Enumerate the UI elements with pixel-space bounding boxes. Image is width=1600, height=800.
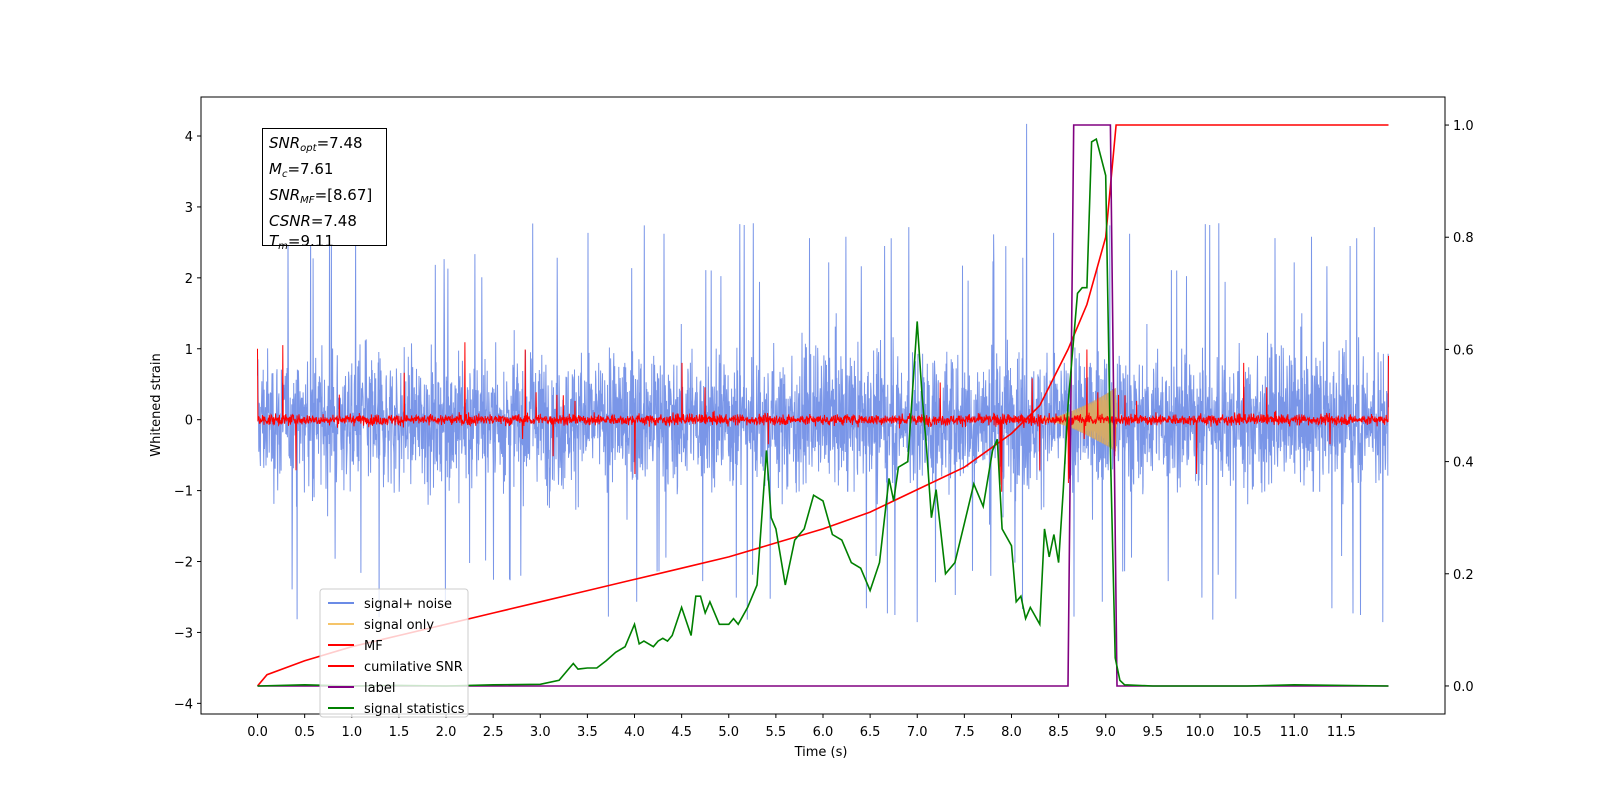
tm-subscript: m <box>278 241 288 252</box>
x-tick-label: 5.5 <box>766 725 787 740</box>
snr-mf-subscript: MF <box>300 195 315 206</box>
snr-opt-line: SNRopt=7.48 <box>269 133 380 159</box>
tm-line: Tm=9.11 <box>269 231 380 257</box>
y2-tick-label: 0.4 <box>1453 456 1474 471</box>
mc-subscript: c <box>281 169 288 180</box>
y-tick-label: 1 <box>185 343 193 358</box>
y-tick-label: 0 <box>185 414 193 429</box>
x-tick-label: 5.0 <box>718 725 739 740</box>
y2-tick-label: 1.0 <box>1453 119 1474 134</box>
x-tick-label: 11.5 <box>1327 725 1356 740</box>
x-tick-label: 10.0 <box>1185 725 1214 740</box>
x-tick-label: 7.5 <box>954 725 975 740</box>
x-tick-label: 6.0 <box>813 725 834 740</box>
legend-entry: cumilative SNR <box>364 660 463 675</box>
x-tick-label: 1.5 <box>389 725 410 740</box>
x-tick-label: 4.0 <box>624 725 645 740</box>
y-tick-label: 4 <box>185 130 193 145</box>
x-tick-label: 1.0 <box>341 725 362 740</box>
y2-tick-label: 0.2 <box>1453 568 1474 583</box>
snr-mf-value: =[8.67] <box>314 186 373 204</box>
x-tick-label: 0.5 <box>294 725 315 740</box>
x-tick-label: 6.5 <box>860 725 881 740</box>
snr-mf-line: SNRMF=[8.67] <box>269 185 380 211</box>
series-layer <box>256 123 1389 687</box>
legend-entry: signal statistics <box>364 702 465 717</box>
y-tick-label: −1 <box>174 485 193 500</box>
snr-mf-symbol: SNR <box>269 186 301 204</box>
y-tick-label: −2 <box>174 556 193 571</box>
y-axis-right: 1.0 0.8 0.6 0.4 0.2 0.0 <box>1445 119 1474 695</box>
y-tick-label: −3 <box>174 626 193 641</box>
y-tick-label: 2 <box>185 272 193 287</box>
x-tick-label: 9.5 <box>1143 725 1164 740</box>
legend-entry: signal+ noise <box>364 597 452 612</box>
legend-entry: MF <box>364 639 383 654</box>
x-tick-label: 11.0 <box>1280 725 1309 740</box>
series-line <box>257 123 1389 623</box>
tm-value: =9.11 <box>287 232 334 250</box>
legend: signal+ noise signal only MF cumilative SNR… <box>319 588 469 718</box>
x-tick-label: 2.5 <box>483 725 504 740</box>
snr-opt-symbol: SNR <box>269 134 301 152</box>
legend-frame <box>319 588 469 718</box>
x-tick-label: 7.0 <box>907 725 928 740</box>
csnr-symbol: CSNR <box>269 212 311 230</box>
x-tick-label: 8.5 <box>1048 725 1069 740</box>
x-tick-label: 9.0 <box>1095 725 1116 740</box>
x-tick-label: 8.0 <box>1001 725 1022 740</box>
series-line <box>257 137 1389 687</box>
x-tick-label: 10.5 <box>1233 725 1262 740</box>
legend-entry: label <box>364 681 395 696</box>
mc-symbol: M <box>269 160 282 178</box>
statistics-annotation-box: SNRopt=7.48 Mc=7.61 SNRMF=[8.67] CSNR=7.… <box>262 128 387 252</box>
x-tick-label: 2.0 <box>436 725 457 740</box>
series-line <box>257 342 1389 492</box>
y-axis-label: Whitened strain <box>149 353 164 456</box>
mc-value: =7.61 <box>287 160 334 178</box>
snr-opt-subscript: opt <box>300 143 317 154</box>
csnr-line: CSNR=7.48 <box>269 211 380 231</box>
y-axis-left: 4 3 2 1 0 −1 −2 −3 −4 <box>174 130 201 712</box>
y-tick-label: 3 <box>185 201 193 216</box>
y-tick-label: −4 <box>174 697 193 712</box>
x-tick-label: 0.0 <box>247 725 268 740</box>
x-tick-label: 3.0 <box>530 725 551 740</box>
csnr-value: =7.48 <box>310 212 357 230</box>
y2-tick-label: 0.0 <box>1453 680 1474 695</box>
y2-tick-label: 0.8 <box>1453 231 1474 246</box>
x-tick-label: 3.5 <box>577 725 598 740</box>
mc-line: Mc=7.61 <box>269 159 380 185</box>
y2-tick-label: 0.6 <box>1453 343 1474 358</box>
x-tick-label: 4.5 <box>671 725 692 740</box>
tm-symbol: T <box>269 232 279 250</box>
x-axis: 0.0 0.5 1.0 1.5 2.0 2.5 3.0 3.5 4.0 4.5 5.0 5.5 6.0 6… <box>247 714 1356 740</box>
legend-entry: signal only <box>364 618 434 633</box>
x-axis-label: Time (s) <box>794 745 848 760</box>
snr-opt-value: =7.48 <box>316 134 363 152</box>
